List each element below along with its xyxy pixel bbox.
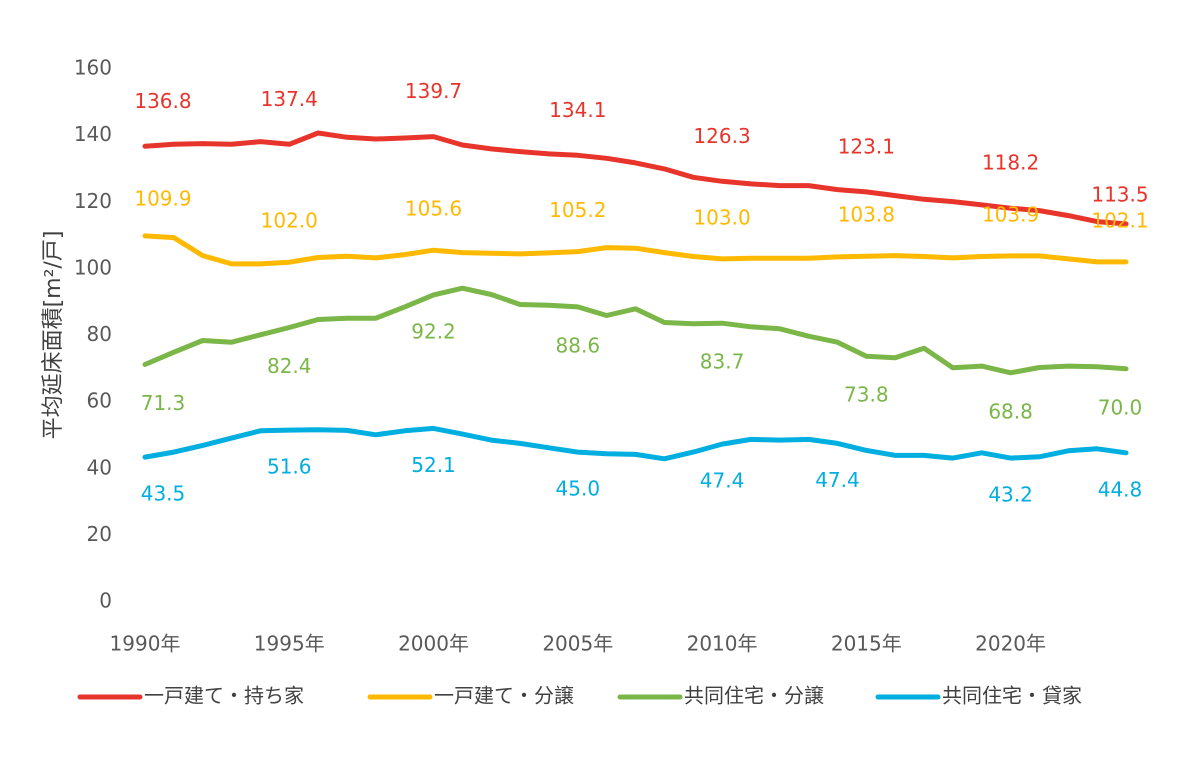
data-label-s3-2020: 68.8 bbox=[988, 399, 1033, 423]
data-label-s2-2000: 105.6 bbox=[405, 197, 462, 221]
series-line-3 bbox=[142, 285, 1129, 376]
data-label-s2-2024: 102.1 bbox=[1091, 208, 1148, 232]
data-label-s2-2005: 105.2 bbox=[549, 198, 606, 222]
data-label-s3-2010: 83.7 bbox=[700, 350, 745, 374]
data-label-s1-1995: 137.4 bbox=[261, 87, 318, 111]
y-tick-label-40: 40 bbox=[87, 455, 112, 479]
data-label-s3-1990: 71.3 bbox=[141, 391, 186, 415]
data-label-s4-1990: 43.5 bbox=[141, 482, 186, 506]
legend-label-4: 共同住宅・貸家 bbox=[942, 684, 1082, 708]
x-tick-label-2005: 2005年 bbox=[542, 632, 613, 656]
data-label-s4-2014: 47.4 bbox=[815, 468, 860, 492]
data-labels: 136.8 137.4 139.7 134.1 126.3 123.1 118.2 113.5… bbox=[134, 79, 1148, 506]
x-tick-label-2010: 2010年 bbox=[687, 632, 758, 656]
y-tick-label-100: 100 bbox=[74, 255, 112, 279]
data-label-s3-1995: 82.4 bbox=[267, 354, 312, 378]
data-label-s4-2024: 44.8 bbox=[1098, 477, 1143, 501]
x-tick-label-2020: 2020年 bbox=[975, 632, 1046, 656]
x-tick-label-2015: 2015年 bbox=[831, 632, 902, 656]
x-tick-label-2000: 2000年 bbox=[398, 632, 469, 656]
series-line-1 bbox=[142, 130, 1129, 227]
data-label-s2-2020: 103.9 bbox=[982, 202, 1039, 226]
x-tick-label-1995: 1995年 bbox=[254, 632, 325, 656]
y-tick-label-60: 60 bbox=[87, 389, 112, 413]
y-tick-label-0: 0 bbox=[99, 589, 112, 613]
x-tick-label-1990: 1990年 bbox=[110, 632, 181, 656]
legend-label-3: 共同住宅・分譲 bbox=[684, 684, 824, 708]
data-label-s4-2005: 45.0 bbox=[556, 477, 601, 501]
legend: 一戸建て・持ち家 一戸建て・分譲 共同住宅・分譲 共同住宅・貸家 bbox=[77, 684, 1082, 708]
y-axis-tick-labels: 0 20 40 60 80 100 120 140 160 bbox=[74, 56, 112, 613]
data-label-s4-2000: 52.1 bbox=[411, 453, 456, 477]
data-label-s2-1995: 102.0 bbox=[261, 209, 318, 233]
data-label-s1-2020: 118.2 bbox=[982, 151, 1039, 175]
legend-label-1: 一戸建て・持ち家 bbox=[144, 684, 304, 708]
data-label-s1-2010: 126.3 bbox=[693, 124, 750, 148]
x-axis-tick-labels: 1990年 1995年 2000年 2005年 2010年 2015年 2020年 bbox=[110, 632, 1046, 656]
data-label-s2-2010: 103.0 bbox=[693, 205, 750, 229]
y-tick-label-20: 20 bbox=[87, 522, 112, 546]
y-axis-label: 平均延床面積[m²/戸] bbox=[41, 231, 66, 440]
data-label-s3-2000: 92.2 bbox=[411, 319, 456, 343]
data-label-s1-2024: 113.5 bbox=[1091, 182, 1148, 206]
y-tick-label-140: 140 bbox=[74, 122, 112, 146]
data-label-s1-2000: 139.7 bbox=[405, 79, 462, 103]
data-label-s3-2005: 88.6 bbox=[556, 333, 601, 357]
y-tick-label-160: 160 bbox=[74, 56, 112, 80]
data-label-s4-2010: 47.4 bbox=[700, 469, 745, 493]
series-line-2 bbox=[142, 233, 1129, 267]
data-label-s3-2024: 70.0 bbox=[1098, 395, 1143, 419]
data-label-s1-2015: 123.1 bbox=[838, 134, 895, 158]
series-line-4 bbox=[142, 425, 1129, 462]
y-tick-label-120: 120 bbox=[74, 189, 112, 213]
legend-label-2: 一戸建て・分譲 bbox=[434, 684, 574, 708]
data-label-s1-1990: 136.8 bbox=[134, 89, 191, 113]
series-lines bbox=[142, 130, 1129, 462]
y-tick-label-80: 80 bbox=[87, 322, 112, 346]
data-label-s1-2005: 134.1 bbox=[549, 98, 606, 122]
data-label-s2-1990: 109.9 bbox=[134, 186, 191, 210]
data-label-s4-2020: 43.2 bbox=[988, 483, 1033, 507]
data-label-s3-2015: 73.8 bbox=[844, 383, 889, 407]
data-label-s4-1995: 51.6 bbox=[267, 455, 312, 479]
data-label-s2-2015: 103.8 bbox=[838, 203, 895, 227]
